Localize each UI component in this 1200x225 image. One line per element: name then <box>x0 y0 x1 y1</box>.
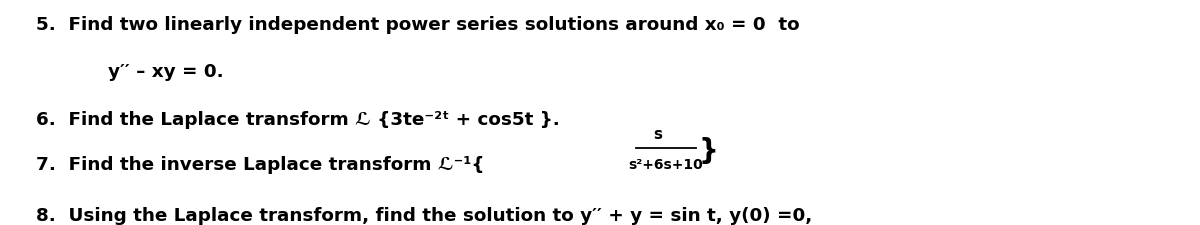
Text: 6.  Find the Laplace transform ℒ {3te⁻²ᵗ + cos5t }.: 6. Find the Laplace transform ℒ {3te⁻²ᵗ … <box>36 110 559 128</box>
Text: s²+6s+10: s²+6s+10 <box>629 157 703 171</box>
Text: 8.  Using the Laplace transform, find the solution to y′′ + y = sin t, y(0) =0,: 8. Using the Laplace transform, find the… <box>36 206 812 224</box>
Text: y′′ – xy = 0.: y′′ – xy = 0. <box>108 63 223 81</box>
Text: s: s <box>653 126 662 141</box>
Text: 7.  Find the inverse Laplace transform ℒ⁻¹{: 7. Find the inverse Laplace transform ℒ⁻… <box>36 155 485 173</box>
Text: 5.  Find two linearly independent power series solutions around x₀ = 0  to: 5. Find two linearly independent power s… <box>36 16 799 34</box>
Text: }: } <box>698 137 718 165</box>
